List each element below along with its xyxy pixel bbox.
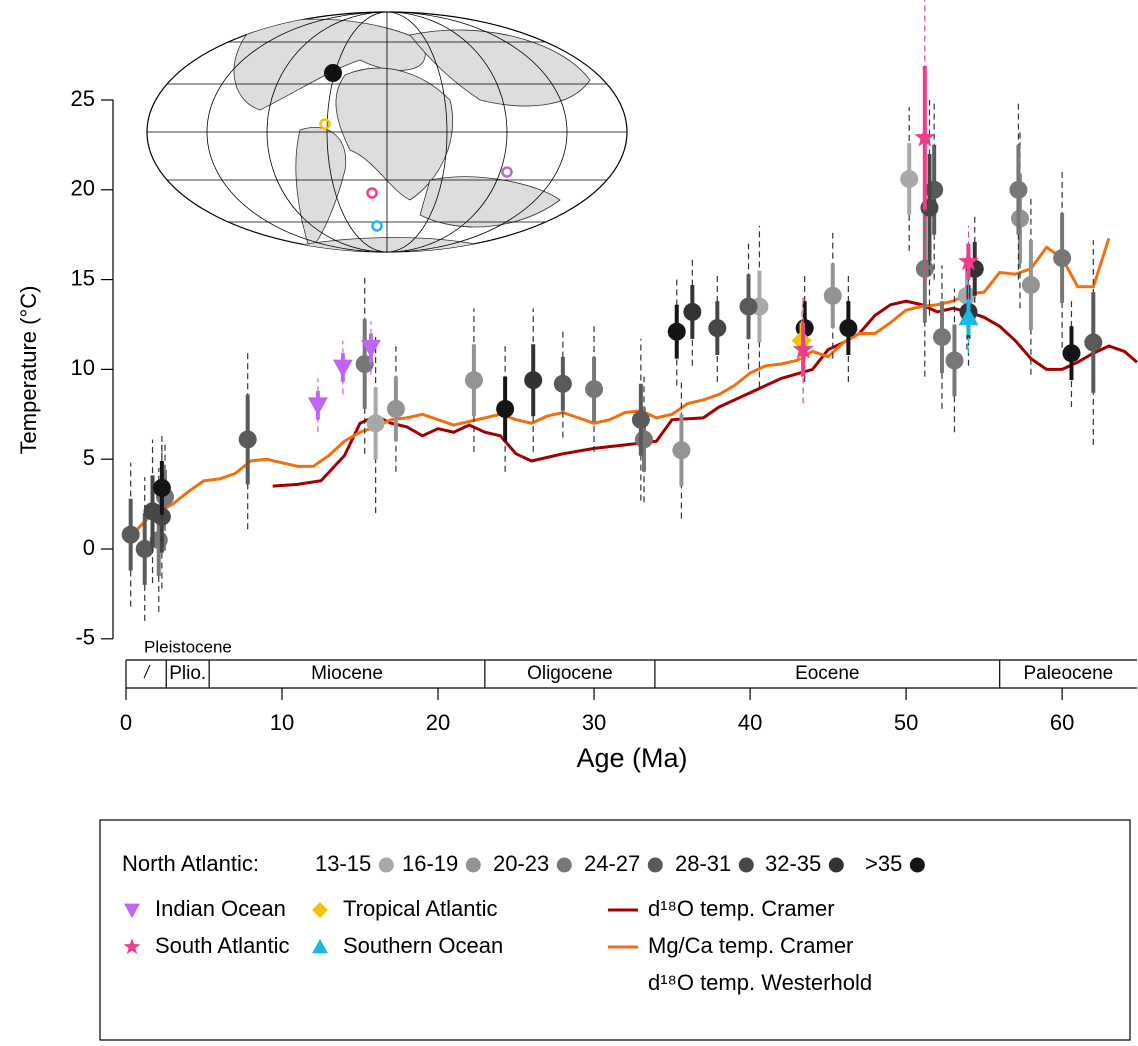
y-tick-label: 25 <box>71 86 95 111</box>
paleo-map <box>146 11 628 253</box>
marker <box>553 374 572 393</box>
x-tick-label: 10 <box>270 710 294 735</box>
legend-label: 13-15 <box>315 851 371 876</box>
marker <box>124 903 140 918</box>
marker <box>683 302 702 321</box>
temp-curve <box>272 299 1138 488</box>
temp-curve <box>132 237 1111 534</box>
legend-label: Southern Ocean <box>343 933 503 958</box>
legend-label: 32-35 <box>765 851 821 876</box>
marker <box>464 371 483 390</box>
legend-label: d¹⁸O temp. Cramer <box>648 896 835 921</box>
points <box>121 0 1103 621</box>
epoch-label: Paleocene <box>1023 663 1113 684</box>
marker <box>386 399 405 418</box>
legend-marker <box>465 857 481 873</box>
legend-box <box>99 819 1131 1041</box>
y-axis-title: Temperature (°C) <box>16 286 41 455</box>
legend-prefix: North Atlantic: <box>122 851 259 876</box>
marker <box>900 170 919 189</box>
x-tick-label: 40 <box>738 710 762 735</box>
x-tick-label: 50 <box>894 710 918 735</box>
marker <box>634 430 653 449</box>
marker <box>1021 275 1040 294</box>
marker <box>312 902 328 918</box>
legend-marker <box>909 857 925 873</box>
marker <box>135 539 154 558</box>
legend-label: 24-27 <box>584 851 640 876</box>
marker <box>1062 344 1081 363</box>
legend-label: 16-19 <box>402 851 458 876</box>
marker <box>945 351 964 370</box>
marker <box>1053 249 1072 268</box>
marker <box>524 371 543 390</box>
marker <box>307 397 328 416</box>
marker <box>932 328 951 347</box>
marker <box>958 307 979 326</box>
y-tick-label: 0 <box>83 535 95 560</box>
marker <box>672 441 691 460</box>
y-tick-label: 10 <box>71 355 95 380</box>
marker <box>631 410 650 429</box>
legend-label: Tropical Atlantic <box>343 896 497 921</box>
marker <box>121 525 140 544</box>
epoch-label: Pleistocene <box>144 637 232 656</box>
marker <box>585 380 604 399</box>
x-tick-label: 60 <box>1050 710 1074 735</box>
marker <box>958 250 979 271</box>
epoch-pointer <box>143 664 151 679</box>
lines <box>132 237 1138 534</box>
marker <box>739 297 758 316</box>
y-tick-label: 20 <box>71 176 95 201</box>
legend-label: Indian Ocean <box>155 896 286 921</box>
legend-label: Mg/Ca temp. Cramer <box>648 933 853 958</box>
marker <box>332 359 353 378</box>
legend-label: South Atlantic <box>155 933 290 958</box>
legend-marker <box>738 857 754 873</box>
epoch-label: Eocene <box>795 663 859 684</box>
legend-label: 28-31 <box>675 851 731 876</box>
legend-marker <box>378 857 394 873</box>
legend-marker <box>828 857 844 873</box>
x-tick-label: 0 <box>120 710 132 735</box>
legend-label: d¹⁸O temp. Westerhold <box>648 970 872 995</box>
epoch-label: Miocene <box>311 663 383 684</box>
marker <box>360 339 381 358</box>
y-tick-label: 15 <box>71 265 95 290</box>
marker <box>496 399 515 418</box>
marker <box>312 939 328 954</box>
x-tick-label: 30 <box>582 710 606 735</box>
x-axis-title: Age (Ma) <box>576 743 687 773</box>
y-tick-label: -5 <box>75 625 95 650</box>
marker <box>366 414 385 433</box>
marker <box>1084 333 1103 352</box>
legend-marker <box>556 857 572 873</box>
marker <box>839 319 858 338</box>
epoch-label: Oligocene <box>527 663 613 684</box>
x-tick-label: 20 <box>426 710 450 735</box>
marker <box>1009 180 1028 199</box>
legend-marker <box>647 857 663 873</box>
legend-label: >35 <box>865 851 902 876</box>
marker <box>123 938 141 955</box>
marker <box>914 126 936 147</box>
marker <box>152 478 171 497</box>
marker <box>667 322 686 341</box>
legend-label: 20-23 <box>493 851 549 876</box>
marker <box>823 286 842 305</box>
y-tick-label: 5 <box>83 445 95 470</box>
epoch-label: Plio. <box>169 663 206 684</box>
marker <box>708 319 727 338</box>
marker <box>238 430 257 449</box>
marker <box>792 338 814 359</box>
